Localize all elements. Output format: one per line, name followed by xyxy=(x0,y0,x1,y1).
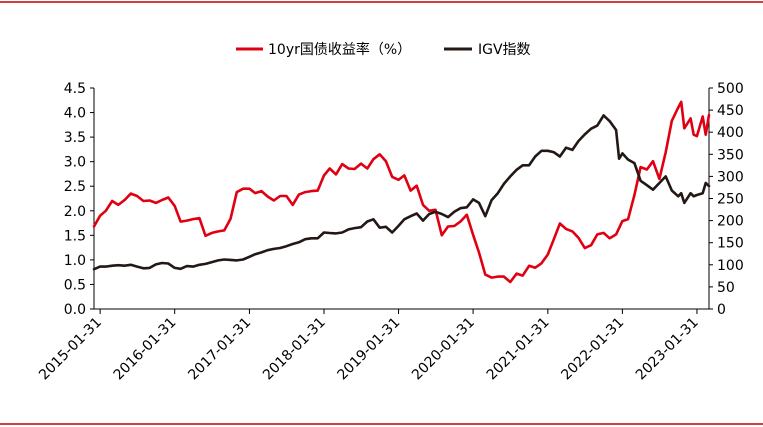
x-tick-label: 2022-01-31 xyxy=(558,315,627,384)
left-tick-label: 0.5 xyxy=(64,277,86,293)
left-tick-label: 4.5 xyxy=(64,81,86,97)
left-tick-label: 2.0 xyxy=(64,204,86,220)
left-tick-label: 3.0 xyxy=(64,155,86,171)
right-tick-label: 350 xyxy=(717,147,744,163)
right-tick-label: 50 xyxy=(717,280,735,296)
x-tick-label: 2020-01-31 xyxy=(409,315,478,384)
right-tick-label: 500 xyxy=(717,81,744,97)
legend-label-yield: 10yr国债收益率（%） xyxy=(268,41,411,58)
x-tick-label: 2023-01-31 xyxy=(633,315,702,384)
series-line-10yr-yield xyxy=(92,100,711,284)
right-tick-label: 200 xyxy=(717,214,744,230)
right-tick-label: 450 xyxy=(717,103,744,119)
right-tick-label: 250 xyxy=(717,192,744,208)
series-line-igv-index xyxy=(92,114,711,271)
plot-area xyxy=(92,100,711,284)
legend: 10yr国债收益率（%） IGV指数 xyxy=(236,41,531,58)
left-tick-label: 1.5 xyxy=(64,228,86,244)
right-tick-label: 100 xyxy=(717,258,744,274)
x-tick-label: 2016-01-31 xyxy=(111,315,180,384)
x-tick-label: 2015-01-31 xyxy=(36,315,105,384)
left-tick-label: 4.0 xyxy=(64,106,86,122)
right-tick-label: 0 xyxy=(717,302,726,318)
left-tick-label: 3.5 xyxy=(64,130,86,146)
x-tick-label: 2019-01-31 xyxy=(335,315,404,384)
right-tick-label: 150 xyxy=(717,236,744,252)
right-tick-label: 300 xyxy=(717,169,744,185)
x-tick-label: 2021-01-31 xyxy=(484,315,553,384)
right-tick-label: 400 xyxy=(717,125,744,141)
left-tick-label: 0.0 xyxy=(64,302,86,318)
x-tick-label: 2017-01-31 xyxy=(185,315,254,384)
legend-label-igv: IGV指数 xyxy=(478,42,531,58)
left-tick-label: 1.0 xyxy=(64,253,86,269)
x-tick-label: 2018-01-31 xyxy=(260,315,329,384)
left-tick-label: 2.5 xyxy=(64,179,86,195)
